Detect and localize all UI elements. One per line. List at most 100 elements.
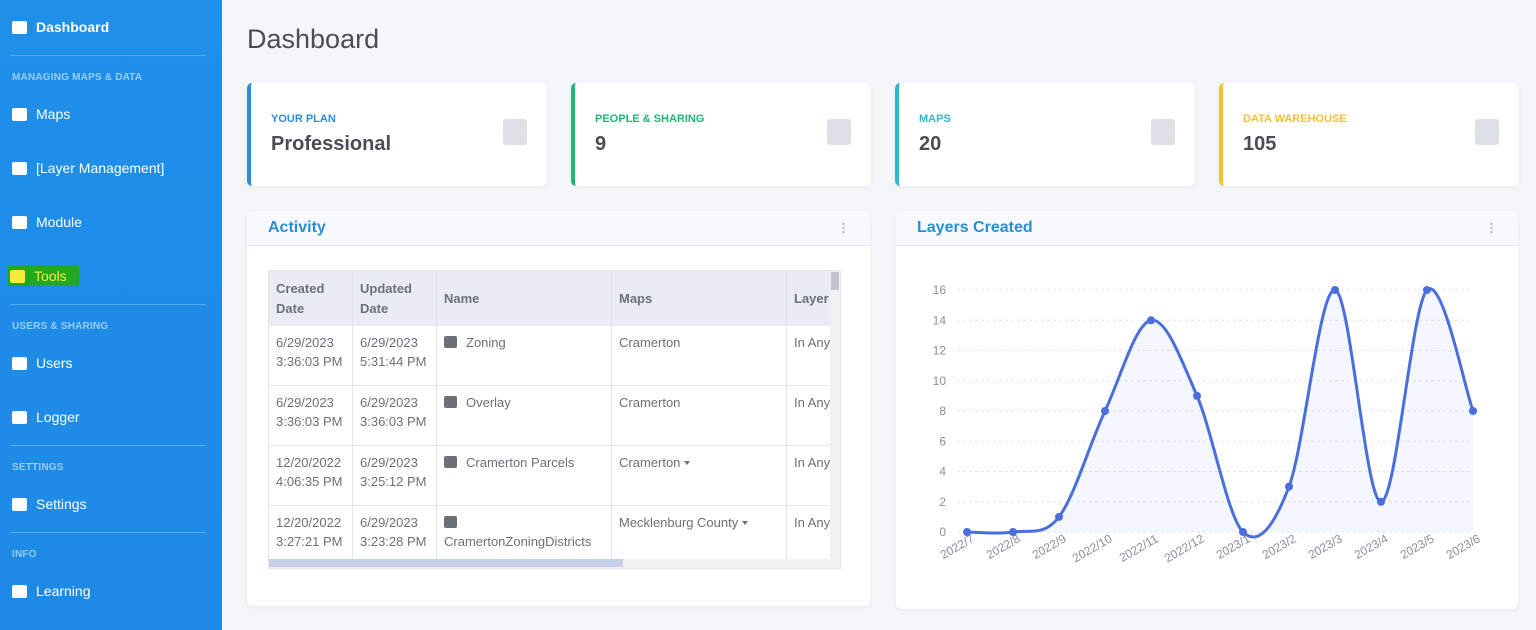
- scrollbar[interactable]: [269, 559, 840, 568]
- cell-text: 6/29/2023 3:36:03 PM: [276, 395, 343, 429]
- x-tick-label: 2023/4: [1352, 531, 1391, 562]
- cell-text: Cramerton: [619, 335, 681, 350]
- menu-button[interactable]: [842, 222, 845, 234]
- cell-text: Mecklenburg County: [619, 515, 739, 530]
- nav-label: [Layer Management]: [36, 160, 165, 176]
- card-label: YOUR PLAN: [271, 113, 336, 125]
- nav-label: Users: [36, 355, 73, 371]
- nav-icon: [12, 410, 27, 424]
- column-header: Maps: [611, 271, 787, 326]
- nav-label: Settings: [36, 496, 87, 512]
- section-heading: MANAGING MAPS & DATA: [12, 72, 143, 83]
- point: [1377, 497, 1385, 506]
- stat-card: PEOPLE & SHARING 9: [571, 83, 871, 186]
- layer-icon: [444, 336, 457, 348]
- nav-label: Tools: [34, 268, 67, 284]
- card-value: 9: [595, 133, 607, 155]
- nav-item[interactable]: Learning: [12, 581, 91, 601]
- nav-item[interactable]: Module: [12, 212, 82, 232]
- nav-icon: [12, 20, 27, 34]
- nav-item[interactable]: Tools: [8, 266, 79, 286]
- nav-label: Logger: [36, 409, 80, 425]
- table-cell: 6/29/2023 3:23:28 PM: [352, 505, 437, 566]
- table-cell: 6/29/2023 3:36:03 PM: [269, 326, 353, 386]
- nav-item[interactable]: Maps: [12, 104, 70, 124]
- stat-card: MAPS 20: [895, 83, 1195, 186]
- cell-text: 12/20/2022 4:06:35 PM: [276, 455, 343, 489]
- page-title: Dashboard: [247, 24, 380, 54]
- x-tick-label: 2023/6: [1444, 531, 1483, 562]
- scrollbar[interactable]: [830, 271, 840, 568]
- point: [1285, 482, 1293, 491]
- cell-text: 12/20/2022 3:27:21 PM: [276, 515, 343, 549]
- cell-text: In Any G: [794, 395, 841, 410]
- nav-icon: [12, 215, 27, 229]
- stat-card: YOUR PLAN Professional: [247, 83, 547, 186]
- table-row: 12/20/2022 3:27:21 PM 6/29/2023 3:23:28 P…: [269, 505, 841, 566]
- table-cell: 6/29/2023 3:36:03 PM: [269, 385, 353, 446]
- cell-text: CramertonZoningDistricts: [444, 534, 592, 549]
- cell-text: Overlay: [466, 395, 511, 410]
- card-label: MAPS: [919, 113, 951, 125]
- panel-header: [247, 211, 870, 246]
- point: [1423, 286, 1431, 294]
- panel-title: Activity: [268, 219, 326, 236]
- table-cell: Cramerton: [611, 445, 787, 506]
- point: [1101, 407, 1109, 415]
- nav-icon: [12, 161, 27, 175]
- table-row: 12/20/2022 4:06:35 PM 6/29/2023 3:25:12 P…: [269, 445, 840, 506]
- cell-text: 6/29/2023 3:25:12 PM: [360, 455, 427, 489]
- nav-label: Learning: [36, 583, 91, 599]
- x-tick-label: 2022/10: [1070, 531, 1115, 565]
- table-cell: 6/29/2023 5:31:44 PM: [352, 326, 437, 386]
- point: [1193, 391, 1201, 400]
- table-cell: Zoning: [436, 326, 612, 386]
- y-tick-label: 6: [939, 434, 946, 448]
- table-cell: Cramerton Parcels: [436, 445, 612, 506]
- x-tick-label: 2022/12: [1162, 531, 1207, 565]
- table-cell: Overlay: [436, 385, 612, 446]
- cell-text: In Any G: [794, 515, 841, 530]
- area: [967, 288, 1473, 538]
- card-value: Professional: [271, 133, 392, 155]
- scroll-thumb[interactable]: [269, 559, 623, 567]
- menu-button[interactable]: [1490, 222, 1493, 234]
- table-container: Created Date Updated Date Name Maps Layer gr…: [268, 270, 841, 569]
- table-cell: 12/20/2022 4:06:35 PM: [269, 445, 353, 506]
- y-tick-label: 16: [933, 283, 947, 297]
- separator: [10, 532, 206, 533]
- table-cell: 6/29/2023 3:25:12 PM: [352, 445, 437, 506]
- card-icon: [1151, 119, 1175, 145]
- x-tick-label: 2022/8: [984, 531, 1023, 562]
- dropdown-caret[interactable]: [684, 461, 691, 465]
- y-tick-label: 0: [939, 525, 946, 539]
- activity-table: Created Date Updated Date Name Maps Layer gr…: [269, 271, 841, 568]
- table-cell: Cramerton: [611, 385, 787, 446]
- table-row: 6/29/2023 3:36:03 PM 6/29/2023 3:36:03 PM…: [269, 385, 841, 446]
- dropdown-caret[interactable]: [742, 521, 749, 525]
- scroll-thumb[interactable]: [831, 272, 839, 290]
- nav-item[interactable]: Users: [12, 353, 73, 373]
- point: [963, 528, 971, 536]
- sidebar: Dashboard MANAGING MAPS & DATA Maps [Layer …: [0, 0, 222, 630]
- x-tick-label: 2022/11: [1117, 531, 1161, 565]
- separator: [10, 445, 206, 446]
- section-heading: INFO: [12, 549, 37, 560]
- cell-text: Cramerton Parcels: [466, 455, 575, 470]
- table-cell: 12/20/2022 3:27:21 PM: [269, 505, 353, 566]
- x-tick-label: 2023/2: [1260, 531, 1299, 562]
- section-heading: SETTINGS: [12, 462, 64, 473]
- point: [1009, 528, 1017, 536]
- x-tick-label: 2023/3: [1306, 531, 1345, 562]
- y-tick-label: 14: [933, 313, 947, 327]
- y-tick-label: 4: [939, 465, 946, 479]
- y-tick-label: 10: [933, 374, 947, 388]
- nav-item[interactable]: Settings: [12, 494, 87, 514]
- nav-item[interactable]: Dashboard: [12, 17, 109, 37]
- nav-item[interactable]: Logger: [12, 407, 80, 427]
- y-tick-label: 2: [939, 495, 946, 509]
- nav-item[interactable]: [Layer Management]: [12, 158, 164, 178]
- nav-icon: [10, 269, 25, 283]
